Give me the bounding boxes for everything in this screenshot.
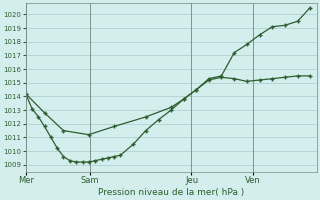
X-axis label: Pression niveau de la mer( hPa ): Pression niveau de la mer( hPa ) [98, 188, 244, 197]
